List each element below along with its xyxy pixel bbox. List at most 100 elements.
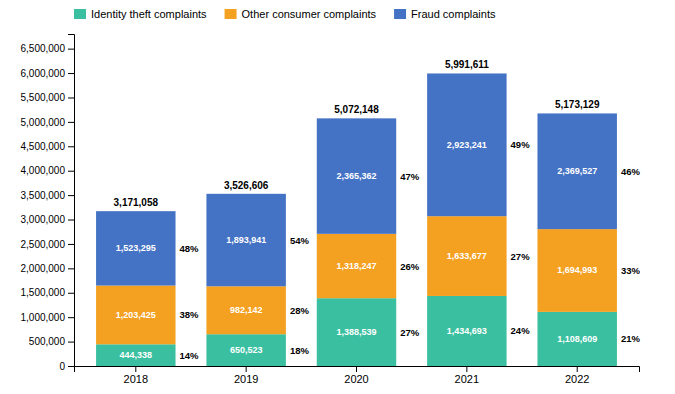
- share-label: 33%: [621, 265, 641, 276]
- bar: [96, 211, 175, 285]
- bar: [427, 73, 506, 216]
- y-tick: 1,000,000: [21, 312, 75, 323]
- x-tick: 2021: [455, 366, 479, 385]
- y-tick: 4,000,000: [21, 165, 75, 176]
- share-label: 21%: [621, 333, 641, 344]
- x-tick-label: 2019: [234, 373, 258, 385]
- y-tick-mark: [68, 342, 74, 343]
- y-tick-mark: [68, 122, 74, 123]
- y-tick-label: 5,500,000: [21, 92, 66, 103]
- bar: [96, 286, 175, 345]
- y-tick: 500,000: [29, 336, 74, 347]
- share-label: 27%: [511, 251, 531, 262]
- y-tick: 2,000,000: [21, 263, 75, 274]
- share-label: 14%: [180, 350, 200, 361]
- y-tick: 3,500,000: [21, 190, 75, 201]
- x-tick-mark: [135, 366, 136, 372]
- data-label: 1,694,993: [557, 265, 597, 275]
- x-tick-mark: [246, 366, 247, 372]
- y-tick-label: 500,000: [29, 336, 66, 347]
- x-tick: 2022: [565, 366, 589, 385]
- share-label: 28%: [290, 305, 310, 316]
- labels: 444,33814%650,52318%1,388,53927%1,434,69…: [114, 59, 641, 360]
- bar: [537, 312, 616, 366]
- y-tick: 0: [59, 361, 74, 372]
- y-tick: 1,500,000: [21, 287, 75, 298]
- data-label: 2,923,241: [447, 140, 487, 150]
- bar: [427, 216, 506, 296]
- share-label: 38%: [180, 309, 200, 320]
- chart: 0 500,000 1,000,000 1,500,000 2,000,000 2,500…: [0, 0, 675, 394]
- y-tick-label: 4,000,000: [21, 165, 66, 176]
- bars: [96, 73, 617, 366]
- share-label: 49%: [511, 139, 531, 150]
- y-tick-mark: [68, 195, 74, 196]
- bar: [537, 229, 616, 312]
- bar: [96, 344, 175, 366]
- y-tick-mark: [68, 317, 74, 318]
- x-tick-mark: [577, 366, 578, 372]
- data-label: 1,893,941: [226, 235, 266, 245]
- y-tick-label: 1,500,000: [21, 287, 66, 298]
- y-tick-mark: [68, 49, 74, 50]
- y-tick-label: 3,000,000: [21, 214, 66, 225]
- legend-item: Fraud complaints: [394, 8, 496, 20]
- y-tick-label: 6,000,000: [21, 68, 66, 79]
- data-label: 650,523: [230, 345, 263, 355]
- y-tick: 2,500,000: [21, 239, 75, 250]
- y-axis: 0 500,000 1,000,000 1,500,000 2,000,000 2,500…: [21, 35, 75, 372]
- y-tick-label: 2,000,000: [21, 263, 66, 274]
- y-tick-mark: [68, 244, 74, 245]
- x-tick-label: 2022: [565, 373, 589, 385]
- data-label: 444,338: [120, 350, 153, 360]
- y-tick-mark: [68, 366, 74, 367]
- y-tick-label: 0: [59, 361, 65, 372]
- x-axis: 2018 2019 2020 2021 2022: [75, 366, 640, 385]
- total-label: 3,171,058: [114, 197, 159, 208]
- data-label: 1,388,539: [336, 327, 376, 337]
- legend-item: Identity theft complaints: [74, 8, 207, 20]
- legend-swatch: [225, 9, 237, 19]
- x-axis-line: [75, 367, 640, 373]
- x-tick: 2018: [124, 366, 148, 385]
- share-label: 24%: [511, 325, 531, 336]
- bar: [317, 234, 396, 298]
- bar: [206, 194, 285, 286]
- y-tick-label: 6,500,000: [21, 43, 66, 54]
- total-label: 5,991,611: [445, 59, 489, 70]
- y-axis-line: [68, 35, 75, 367]
- bar: [317, 118, 396, 233]
- y-tick: 5,000,000: [21, 117, 75, 128]
- y-tick: 4,500,000: [21, 141, 75, 152]
- data-label: 1,523,295: [116, 243, 156, 253]
- x-tick: 2020: [344, 366, 368, 385]
- y-tick-label: 2,500,000: [21, 239, 66, 250]
- y-tick-label: 3,500,000: [21, 190, 66, 201]
- y-tick-mark: [68, 97, 74, 98]
- share-label: 46%: [621, 166, 641, 177]
- legend: Identity theft complaints Other consumer …: [74, 8, 496, 20]
- share-label: 47%: [400, 171, 420, 182]
- share-label: 18%: [290, 345, 310, 356]
- legend-swatch: [394, 9, 406, 19]
- bar: [206, 286, 285, 334]
- bar: [317, 298, 396, 366]
- legend-swatch: [74, 9, 86, 19]
- y-tick: 6,500,000: [21, 43, 75, 54]
- x-tick-label: 2018: [124, 373, 148, 385]
- data-label: 1,203,425: [116, 310, 156, 320]
- share-label: 26%: [400, 261, 420, 272]
- plot: 0 500,000 1,000,000 1,500,000 2,000,000 2,500…: [21, 35, 641, 385]
- y-tick-mark: [68, 171, 74, 172]
- bar: [537, 113, 616, 229]
- y-tick-label: 4,500,000: [21, 141, 66, 152]
- data-label: 2,369,527: [557, 166, 597, 176]
- y-tick-mark: [68, 293, 74, 294]
- y-tick-mark: [68, 146, 74, 147]
- x-tick-label: 2020: [344, 373, 368, 385]
- x-tick-mark: [466, 366, 467, 372]
- bar: [427, 296, 506, 366]
- share-label: 48%: [180, 243, 200, 254]
- legend-label: Other consumer complaints: [242, 8, 377, 20]
- x-tick-mark: [356, 366, 357, 372]
